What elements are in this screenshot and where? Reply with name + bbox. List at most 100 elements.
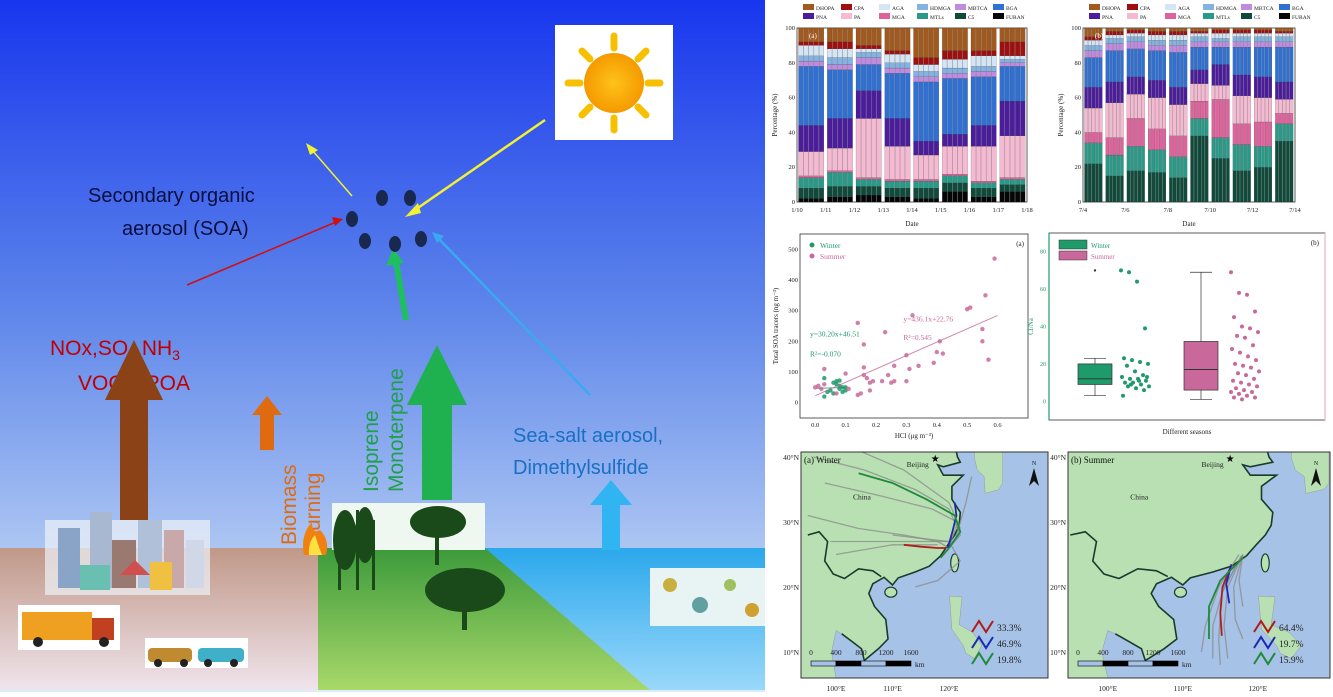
winter-fit-r2: R²=-0.070 [810, 350, 841, 359]
y-tick-label: 500 [788, 246, 798, 253]
bar-segment-bga [1254, 47, 1258, 77]
bar-segment-mtls [1236, 144, 1240, 171]
bar-segment-cpa [1126, 29, 1131, 34]
jitter-point-summer [1254, 358, 1258, 363]
lat-tick-label: 40°N [783, 453, 799, 462]
bar-segment-hdmga [876, 52, 882, 58]
outlier-point [1093, 269, 1097, 272]
anthropogenic-emissions-line1: NOx,SO2,NH3 [50, 337, 180, 363]
jitter-point-summer [1256, 330, 1260, 335]
bar-segment-bga [976, 76, 981, 126]
bar-segment-hdmga [1126, 36, 1131, 42]
bar-segment-mbtca [1130, 41, 1134, 49]
bar-segment-cpa [1105, 31, 1110, 36]
jitter-point-winter [1127, 270, 1131, 275]
bar-segment-mbtca [1201, 41, 1205, 48]
bar-segment-mtls [1084, 142, 1088, 164]
scale-bar-segment [835, 660, 862, 667]
bar-segment-bga [1201, 47, 1205, 70]
bar-segment-mga [1141, 118, 1145, 147]
legend-marker [809, 242, 815, 248]
bar-segment-hdmga [1116, 38, 1120, 44]
bar-segment-c5 [976, 188, 981, 197]
place-label-china: China [853, 492, 872, 501]
bar-segment-bga [1169, 52, 1173, 88]
bar-segment-dhopa [1194, 27, 1198, 32]
bar-segment-aga [1105, 34, 1110, 39]
bar-segment-aga [999, 55, 1005, 60]
x-tick-label: 7/4 [1079, 207, 1088, 214]
bar-segment-mga [1176, 135, 1180, 157]
bar-segment-dhopa [947, 27, 953, 51]
bar-segment-mga [1180, 135, 1184, 157]
bar-segment-bga [1015, 66, 1021, 102]
bar-segment-bga [1088, 57, 1092, 88]
bar-segment-mga [981, 181, 987, 183]
jitter-point-winter [1141, 373, 1145, 378]
legend-swatch [1127, 4, 1138, 10]
bar-segment-hdmga [952, 67, 958, 74]
bar-segment-mga [1275, 113, 1279, 124]
legend-label: AGA [1178, 6, 1190, 12]
bar-segment-dhopa [1278, 27, 1283, 32]
jitter-point-summer [1251, 343, 1255, 348]
jitter-point-summer [1234, 386, 1238, 391]
bar-segment-cpa [798, 41, 804, 46]
land-hainan [1173, 586, 1188, 598]
bar-segment-pa [1105, 102, 1110, 138]
bar-segment-pna [1126, 76, 1131, 95]
bar-segment-mga [861, 177, 866, 180]
bar-segment-pna [813, 125, 819, 152]
bar-segment-furan [813, 198, 819, 203]
jitter-point-summer [1244, 373, 1248, 378]
bar-segment-hdmga [1109, 38, 1113, 44]
bar-segment-bga [813, 66, 819, 126]
bar-segment-aga [894, 54, 900, 63]
soa-title-line2: aerosol (SOA) [122, 218, 249, 240]
bar-segment-cpa [847, 41, 853, 49]
bar-segment-cpa [1282, 31, 1286, 34]
legend-label: PNA [816, 15, 827, 21]
bar-segment-dhopa [1257, 27, 1262, 30]
lon-tick-label: 120°E [1248, 684, 1267, 693]
bar-segment-bga [819, 66, 824, 126]
bar-segment-mga [942, 174, 948, 176]
bar-segment-mtls [1218, 137, 1223, 159]
bar-segment-c5 [1141, 170, 1145, 203]
data-point-summer [822, 366, 827, 372]
bar-segment-bga [842, 69, 848, 119]
bar-segment-mtls [1105, 154, 1110, 176]
back-trajectory [892, 534, 962, 588]
bar-segment-aga [1084, 40, 1088, 46]
y-tick-label: 60 [789, 95, 796, 102]
data-point-summer [892, 363, 897, 369]
bar-segment-pna [1088, 87, 1092, 109]
legend-label: PNA [1102, 15, 1113, 21]
bar-segment-bga [934, 81, 939, 142]
bar-segment-mtls [986, 182, 992, 189]
bar-segment-c5 [962, 182, 968, 192]
back-trajectory [835, 544, 938, 556]
bar-segment-hdmga [918, 71, 924, 77]
bar-segment-dhopa [905, 27, 911, 51]
bar-segment-mga [1151, 128, 1156, 150]
bar-segment-aga [861, 48, 866, 53]
bar-segment-mga [928, 179, 934, 182]
bar-segment-mtls [981, 182, 987, 189]
bar-segment-mga [813, 175, 819, 178]
bar-segment-pa [837, 147, 843, 171]
bar-segment-pna [1091, 87, 1096, 109]
bar-segment-aga [1169, 34, 1173, 41]
bar-segment-bga [1134, 48, 1138, 77]
bar-segment-cpa [1148, 31, 1152, 36]
bar-segment-mga [889, 179, 895, 182]
bar-segment-furan [894, 196, 900, 203]
bar-segment-pna [1015, 101, 1021, 136]
y-tick-label: 40 [789, 129, 796, 136]
bar-segment-mga [1286, 113, 1290, 124]
bar-segment-pa [813, 151, 819, 176]
data-point-summer [940, 351, 946, 356]
bar-segment-mbtca [803, 60, 809, 67]
legend-swatch [879, 13, 890, 19]
bar-segment-bga [1126, 48, 1131, 77]
